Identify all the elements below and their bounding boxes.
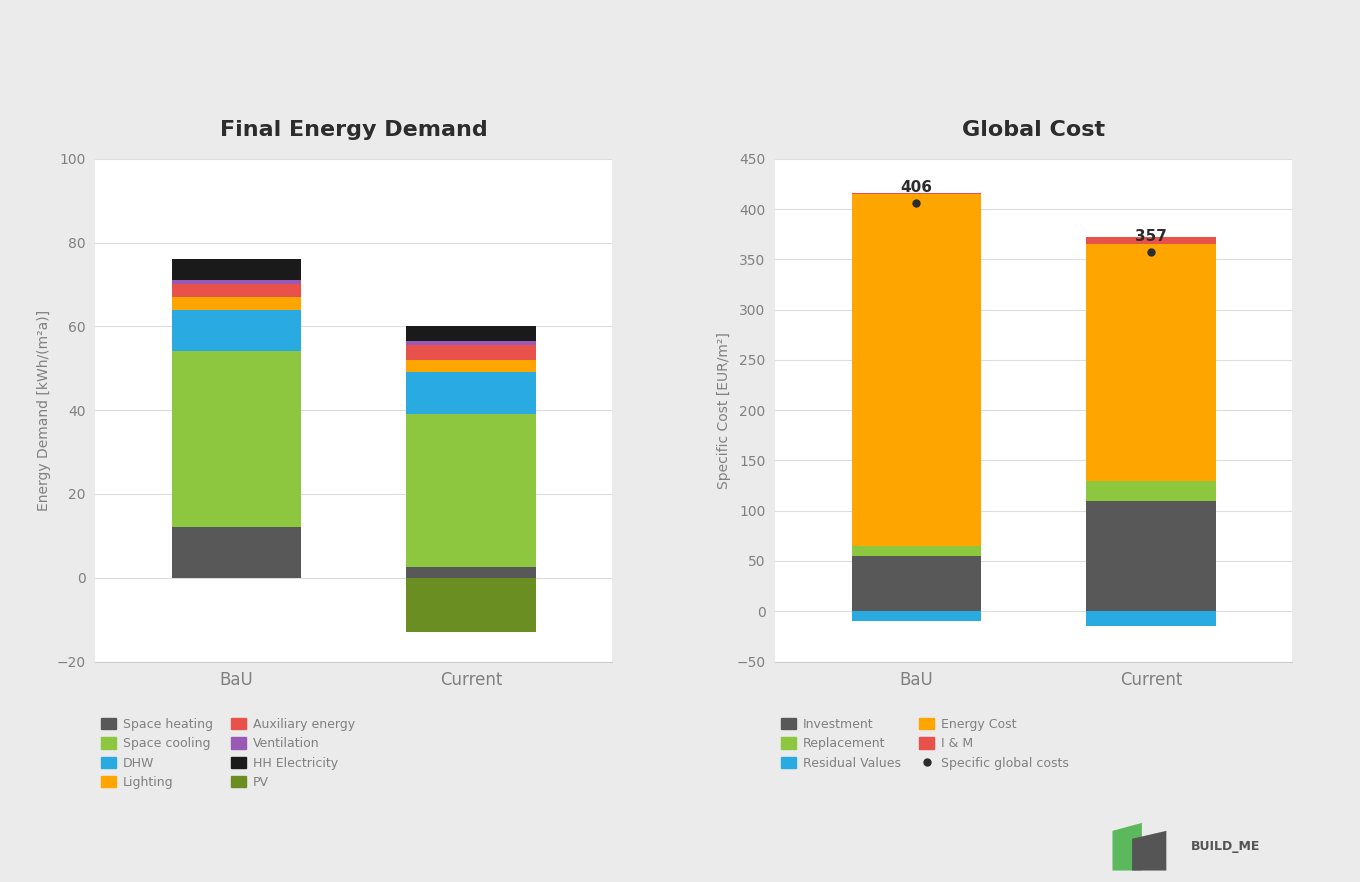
Bar bbox=[1087, 611, 1216, 626]
Bar bbox=[407, 567, 536, 578]
Bar bbox=[407, 415, 536, 567]
Polygon shape bbox=[1112, 823, 1142, 871]
Legend: Investment, Replacement, Residual Values, Energy Cost, I & M, Specific global co: Investment, Replacement, Residual Values… bbox=[782, 718, 1069, 769]
Text: BUILD_ME: BUILD_ME bbox=[1191, 841, 1261, 853]
Text: Final Energy Demand: Final Energy Demand bbox=[220, 120, 487, 140]
Bar bbox=[407, 341, 536, 345]
Bar bbox=[407, 372, 536, 415]
Bar bbox=[851, 611, 981, 621]
Bar bbox=[407, 345, 536, 360]
Bar bbox=[851, 193, 981, 194]
Bar bbox=[1087, 237, 1216, 244]
Y-axis label: Energy Demand [kWh/(m²a)]: Energy Demand [kWh/(m²a)] bbox=[37, 310, 50, 511]
Bar bbox=[171, 352, 301, 527]
Bar bbox=[1087, 501, 1216, 611]
Bar bbox=[1087, 244, 1216, 481]
Polygon shape bbox=[1132, 831, 1167, 871]
Bar bbox=[407, 360, 536, 372]
Bar bbox=[851, 546, 981, 556]
Bar bbox=[171, 527, 301, 578]
Bar bbox=[171, 297, 301, 310]
Bar bbox=[1087, 481, 1216, 501]
Text: Global Cost: Global Cost bbox=[962, 120, 1106, 140]
Y-axis label: Specific Cost [EUR/m²]: Specific Cost [EUR/m²] bbox=[717, 332, 730, 489]
Bar bbox=[407, 326, 536, 341]
Text: 406: 406 bbox=[900, 180, 932, 195]
Bar bbox=[171, 284, 301, 297]
Bar bbox=[851, 194, 981, 546]
Bar bbox=[851, 556, 981, 611]
Text: 357: 357 bbox=[1136, 229, 1167, 244]
Bar bbox=[171, 280, 301, 284]
Bar bbox=[171, 310, 301, 352]
Bar bbox=[171, 259, 301, 280]
Bar bbox=[407, 578, 536, 632]
Legend: Space heating, Space cooling, DHW, Lighting, Auxiliary energy, Ventilation, HH E: Space heating, Space cooling, DHW, Light… bbox=[102, 718, 355, 789]
